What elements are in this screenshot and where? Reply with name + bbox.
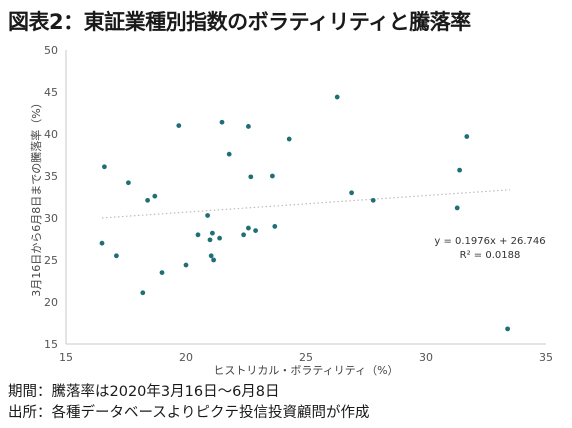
data-point [246,124,251,129]
data-points [99,94,510,332]
period-note: 期間：騰落率は2020年3月16日～6月8日 [8,384,280,400]
x-tick-label: 30 [419,351,433,364]
data-point [246,225,251,231]
y-tick-label: 40 [44,128,58,141]
data-point [272,224,278,229]
data-point [457,167,462,173]
data-point [270,173,275,179]
trendline [101,189,511,219]
data-point [140,290,146,296]
data-point [205,213,211,218]
data-point [145,197,151,203]
data-point [334,94,340,100]
x-tick-label: 20 [179,351,193,364]
y-tick-label: 25 [44,254,58,267]
source-note: 出所：各種データベースよりピクテ投信投資顧問が作成 [8,405,370,421]
x-axis-label: ヒストリカル・ボラティリティ（%） [213,364,398,377]
data-point [125,180,131,186]
data-point [253,228,258,234]
x-tick-label: 25 [299,351,313,364]
y-tick-label: 20 [44,296,58,309]
data-point [226,151,232,157]
data-point [286,136,292,142]
data-point [248,174,254,180]
data-point [195,232,201,238]
scatter-chart: 15 20 25 30 35 40 45 50 15 20 25 30 35 y = 0.1976x … [29,44,553,377]
data-point [241,232,247,238]
y-tick-label: 35 [44,170,58,183]
data-point [176,123,182,128]
data-point [464,134,470,139]
data-point [208,253,214,259]
data-point [219,119,225,125]
data-point [217,235,223,241]
y-axis-label: 3月16日から6月8日までの騰落率（%） [29,97,43,296]
chart-title: 図表2：東証業種別指数のボラティリティと騰落率 [8,10,471,34]
data-point [349,190,354,196]
data-point [207,237,213,243]
y-tick-label: 45 [44,86,58,99]
y-tick-label: 50 [44,44,58,57]
data-point [102,164,107,170]
x-tick-label: 35 [539,351,553,364]
y-tick-label: 15 [44,338,58,351]
data-point [159,270,165,275]
y-tick-label: 30 [44,212,58,225]
data-point [183,262,189,268]
trendline-r2: R² = 0.0188 [460,250,521,261]
data-point [454,205,460,211]
x-tick-label: 15 [59,351,73,364]
data-point [505,326,510,332]
data-point [210,230,215,236]
x-axis-ticks: 15 20 25 30 35 [59,351,553,364]
trendline-equation: y = 0.1976x + 26.746 [434,236,545,247]
data-point [152,193,158,199]
y-axis-ticks: 15 20 25 30 35 40 45 50 [44,44,58,351]
data-point [99,240,105,246]
data-point [370,197,376,203]
data-point [114,253,119,259]
data-point [211,257,217,263]
